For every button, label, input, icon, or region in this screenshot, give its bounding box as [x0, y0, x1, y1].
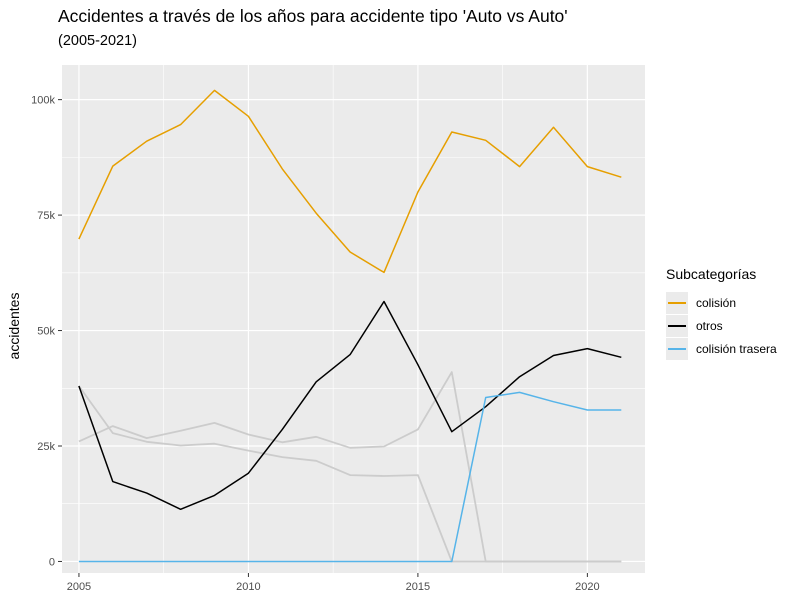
- legend-swatch-colision: [668, 301, 686, 304]
- y-tick-label: 100k: [31, 95, 55, 107]
- series-line-colision: [78, 89, 622, 274]
- series-line-gray-1: [78, 385, 622, 563]
- series-line-colision-trasera: [78, 391, 622, 563]
- series-lines: [78, 89, 622, 563]
- legend-key-colision: [666, 291, 688, 314]
- plot-panel: [62, 65, 645, 573]
- y-tick-label: 50k: [37, 326, 55, 338]
- legend-item-otros: otros: [666, 314, 777, 337]
- legend-key-otros: [666, 314, 688, 337]
- legend-swatch-colision-trasera: [668, 347, 686, 350]
- legend-key-colision-trasera: [666, 337, 688, 360]
- x-tick-label: 2005: [67, 581, 91, 593]
- chart-title: Accidentes a través de los años para acc…: [58, 6, 568, 26]
- legend-label-colision-trasera: colisión trasera: [696, 341, 777, 356]
- legend: Subcategorías colisión otros colisión tr…: [666, 266, 777, 360]
- x-tick-label: 2020: [575, 581, 599, 593]
- legend-label-colision: colisión: [696, 295, 737, 310]
- legend-item-colision: colisión: [666, 291, 777, 314]
- x-tick-label: 2010: [236, 581, 260, 593]
- legend-item-colision-trasera: colisión trasera: [666, 337, 777, 360]
- x-tick-label: 2015: [406, 581, 430, 593]
- y-tick-label: 25k: [37, 441, 55, 453]
- legend-title: Subcategorías: [666, 266, 757, 282]
- chart-subtitle: (2005-2021): [58, 33, 137, 49]
- y-tick-label: 75k: [37, 210, 55, 222]
- legend-swatch-otros: [668, 324, 686, 327]
- x-axis: 2005 2010 2015 2020: [67, 573, 600, 593]
- legend-label-otros: otros: [696, 318, 723, 333]
- series-line-otros: [78, 300, 622, 511]
- y-axis: 0 25k 50k 75k 100k: [31, 95, 62, 568]
- y-tick-label: 0: [49, 556, 55, 568]
